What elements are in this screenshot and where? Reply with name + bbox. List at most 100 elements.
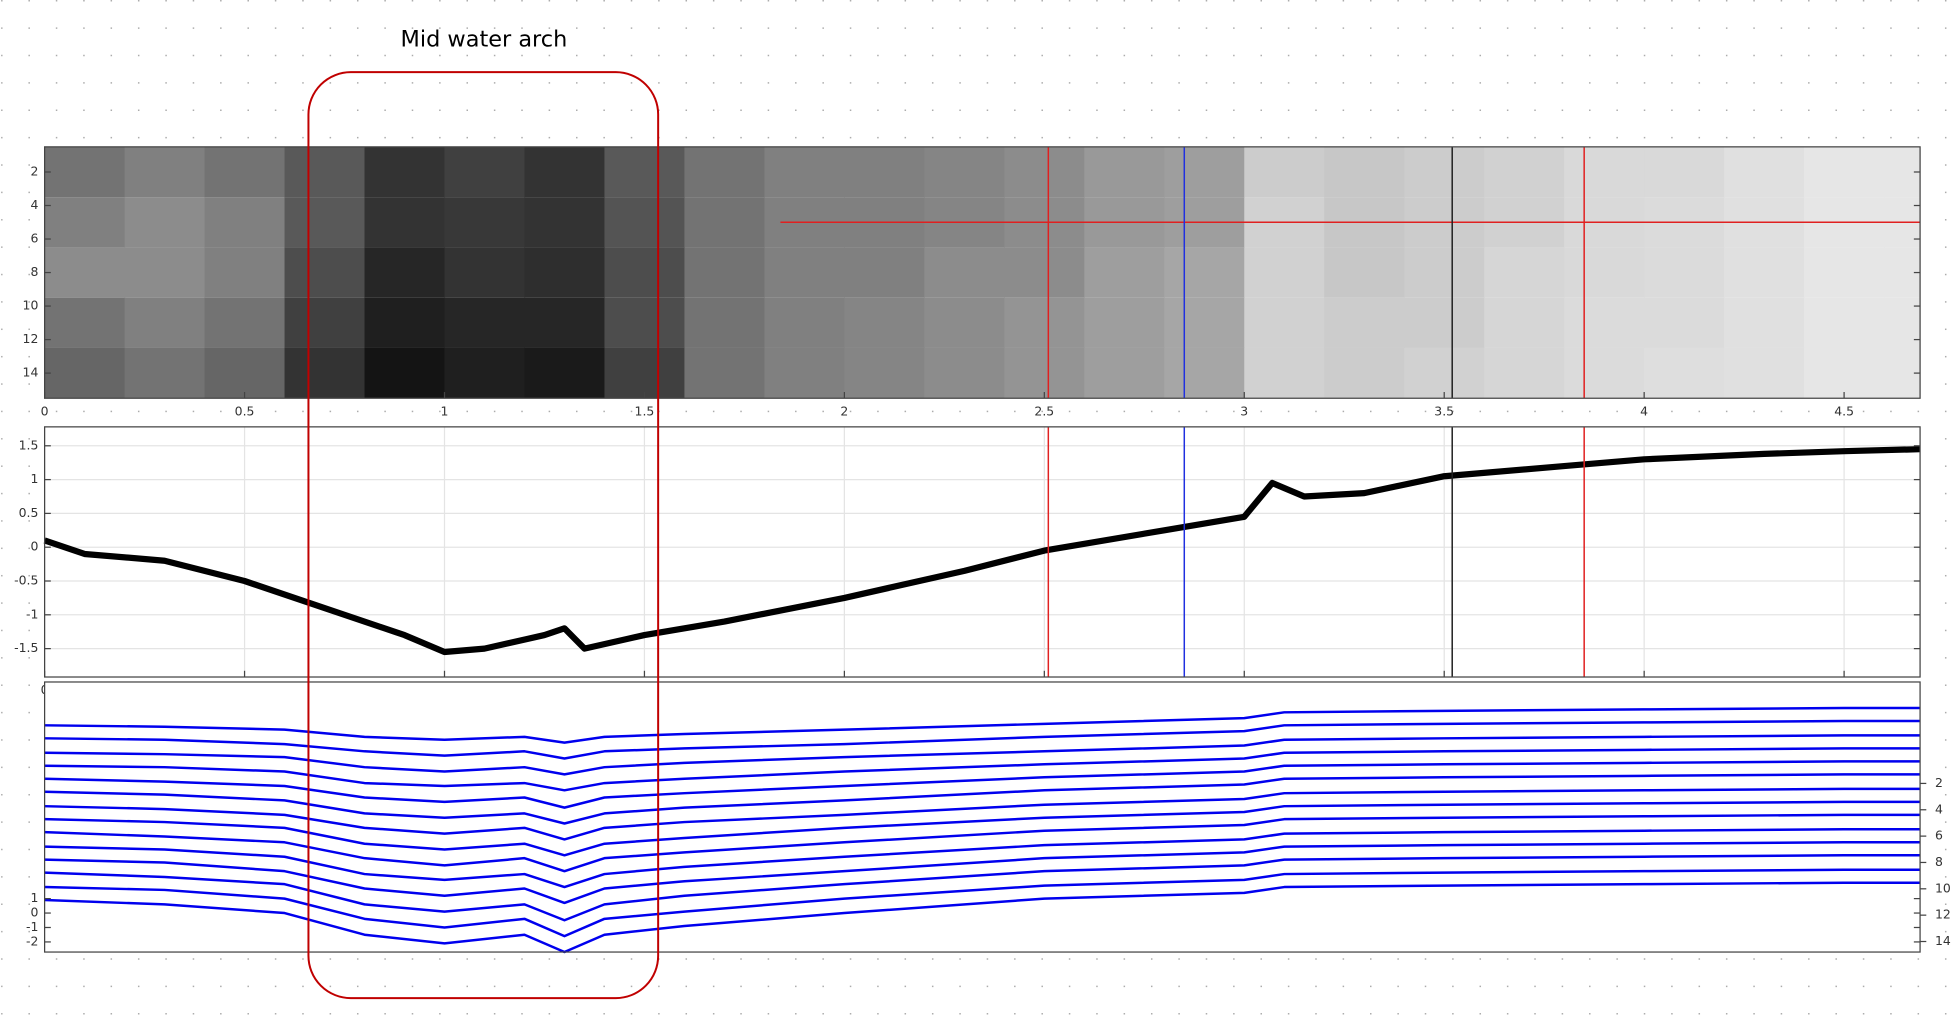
trace-line [44, 747, 1921, 792]
y2-tick-label: 6 [1935, 828, 1943, 843]
heat-cell [604, 197, 686, 248]
y-tick-label: 6 [30, 231, 38, 246]
heat-cell [684, 247, 766, 298]
heat-cell [764, 146, 846, 198]
y-tick-label: 1.5 [19, 437, 39, 452]
heat-cell [284, 146, 366, 198]
heat-cell [524, 197, 606, 248]
heat-cell [1564, 297, 1645, 348]
y2-tick-label: 2 [1935, 775, 1943, 790]
y-tick-label: 0 [30, 905, 38, 920]
heat-cell [1004, 247, 1085, 298]
y-tick-label: 10 [23, 298, 39, 313]
heat-cell [44, 146, 126, 198]
heat-cell [124, 247, 206, 298]
heat-cell [364, 197, 446, 248]
plot-area [44, 426, 1921, 678]
x-tick-label: 4 [1640, 403, 1648, 418]
heat-cell [684, 197, 766, 248]
heat-cell [604, 146, 686, 198]
heat-cell [124, 347, 206, 399]
y-tick-label: -1 [26, 606, 38, 621]
heat-cell [764, 347, 846, 399]
axes-frame [43, 426, 1921, 678]
heat-cell [364, 247, 446, 298]
x-tick-label: 0 [41, 403, 49, 418]
y-tick-label: 4 [30, 197, 38, 212]
heat-cell [1084, 347, 1165, 399]
heat-cell [44, 297, 126, 348]
heat-cell [1164, 247, 1245, 298]
y-tick-label: 2 [30, 163, 38, 178]
heat-cell [1484, 347, 1565, 399]
heat-cell [1404, 146, 1485, 198]
y2-tick-label: 10 [1935, 880, 1951, 895]
heat-cell [204, 146, 286, 198]
heat-cell [924, 146, 1005, 198]
heat-cell [364, 146, 446, 198]
heat-cell [1164, 347, 1245, 399]
heat-cell [204, 297, 286, 348]
heat-cell [604, 347, 686, 399]
heat-cell [284, 247, 366, 298]
heat-cell [1004, 347, 1085, 399]
heat-cell [1644, 347, 1725, 399]
heat-cell [204, 197, 286, 248]
data-line [43, 446, 1921, 656]
heat-cell [684, 297, 766, 348]
heat-cell [1404, 297, 1485, 348]
heat-cell [1404, 347, 1485, 399]
heat-cell [44, 347, 126, 399]
x-tick-label: 2 [840, 403, 848, 418]
heat-cell [1244, 347, 1325, 399]
heat-cell [764, 247, 846, 298]
trace-line [44, 854, 1921, 922]
trace-line [44, 813, 1921, 873]
x-tick-label: 3 [1240, 403, 1248, 418]
heat-cell [444, 247, 526, 298]
trace-line [44, 734, 1921, 776]
heat-cell [1484, 146, 1565, 198]
trace-line [44, 760, 1921, 809]
heat-cell [364, 297, 446, 348]
heat-cell [1324, 247, 1405, 298]
heat-cell [444, 347, 526, 399]
x-tick-label: 2.5 [1034, 403, 1054, 418]
heat-cell [1564, 146, 1645, 198]
heat-cell [1644, 146, 1725, 198]
trace-line [44, 800, 1921, 857]
heat-cell [44, 197, 126, 248]
heat-cell [684, 146, 766, 198]
heat-cell [1244, 247, 1325, 298]
heat-cell [1084, 146, 1165, 198]
y-tick-label: -1 [26, 919, 38, 934]
trace-line [44, 773, 1921, 825]
y-tick-label: -2 [26, 933, 38, 948]
heat-cell [604, 247, 686, 298]
heat-cell [284, 197, 366, 248]
trace-line [44, 787, 1921, 841]
trace-line [44, 881, 1921, 954]
heat-cell [1724, 247, 1805, 298]
heat-cell [844, 247, 925, 298]
heat-cell [1004, 146, 1085, 198]
heat-cell [524, 297, 606, 348]
trace-line [44, 828, 1921, 889]
heat-cell [524, 347, 606, 399]
axes-frame [43, 681, 1921, 953]
trace-line [44, 706, 1921, 744]
trace-line [44, 841, 1921, 905]
heat-cell [1164, 146, 1245, 198]
heat-cell [1324, 297, 1405, 348]
heat-cell [1724, 347, 1805, 399]
heat-cell [1564, 347, 1645, 399]
y2-tick-label: 4 [1935, 801, 1943, 816]
plots: 00.511.522.533.544.5246810121400.511.522… [14, 146, 1951, 954]
heat-cell [1884, 297, 1921, 348]
heat-cell [1324, 347, 1405, 399]
heat-cell [1564, 247, 1645, 298]
heat-cell [444, 197, 526, 248]
heat-cell [124, 297, 206, 348]
y-tick-label: 12 [23, 331, 39, 346]
